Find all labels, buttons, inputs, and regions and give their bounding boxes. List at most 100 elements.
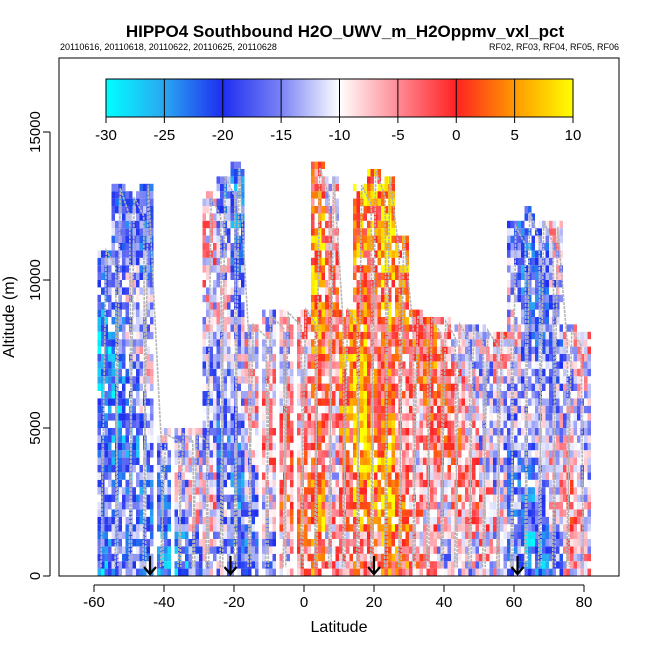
heatmap-cell	[524, 539, 528, 547]
heatmap-cell	[349, 391, 353, 399]
heatmap-cell	[269, 465, 273, 473]
heatmap-cell	[384, 213, 388, 221]
heatmap-cell	[125, 235, 129, 243]
heatmap-cell	[346, 435, 350, 443]
heatmap-cell	[111, 213, 115, 221]
heatmap-cell	[136, 442, 140, 451]
heatmap-cell	[500, 420, 504, 428]
heatmap-cell	[423, 450, 427, 458]
heatmap-cell	[111, 235, 115, 243]
heatmap-cell	[108, 472, 112, 480]
heatmap-cell	[370, 198, 374, 206]
heatmap-cell	[164, 553, 168, 562]
heatmap-cell	[160, 568, 164, 576]
heatmap-cell	[426, 368, 430, 377]
heatmap-cell	[290, 405, 294, 414]
heatmap-cell	[199, 546, 203, 554]
heatmap-cell	[216, 302, 220, 310]
heatmap-cell	[545, 442, 549, 451]
heatmap-cell	[157, 465, 161, 473]
heatmap-cell	[381, 413, 385, 421]
heatmap-cell	[549, 346, 553, 354]
heatmap-cell	[409, 413, 413, 421]
heatmap-cell	[472, 494, 476, 502]
heatmap-cell	[391, 450, 395, 458]
heatmap-cell	[381, 280, 385, 288]
heatmap-cell	[507, 287, 511, 295]
heatmap-cell	[136, 272, 140, 280]
heatmap-cell	[199, 457, 203, 465]
heatmap-cell	[290, 516, 294, 525]
heatmap-cell	[444, 516, 448, 525]
heatmap-cell	[314, 250, 318, 258]
heatmap-cell	[545, 553, 549, 562]
heatmap-cell	[570, 457, 574, 465]
heatmap-cell	[227, 450, 231, 458]
heatmap-cell	[122, 383, 126, 391]
heatmap-cell	[363, 368, 367, 377]
heatmap-cell	[514, 465, 518, 473]
heatmap-cell	[206, 206, 210, 214]
heatmap-cell	[531, 546, 535, 554]
heatmap-cell	[136, 479, 140, 488]
heatmap-cell	[269, 502, 273, 510]
heatmap-cell	[482, 553, 486, 562]
heatmap-cell	[472, 516, 476, 525]
heatmap-cell	[542, 442, 546, 451]
heatmap-cell	[230, 361, 234, 369]
heatmap-cell	[472, 553, 476, 562]
heatmap-cell	[188, 450, 192, 458]
heatmap-cell	[104, 354, 108, 362]
heatmap-cell	[164, 539, 168, 547]
heatmap-cell	[118, 398, 122, 406]
heatmap-cell	[451, 472, 455, 480]
heatmap-cell	[514, 354, 518, 362]
heatmap-cell	[542, 324, 546, 332]
heatmap-cell	[209, 442, 213, 451]
heatmap-cell	[346, 346, 350, 354]
heatmap-cell	[230, 169, 234, 177]
heatmap-cell	[374, 398, 378, 406]
heatmap-cell	[545, 294, 549, 303]
heatmap-cell	[339, 531, 343, 539]
heatmap-cell	[535, 457, 539, 465]
heatmap-cell	[472, 472, 476, 480]
heatmap-cell	[542, 287, 546, 295]
heatmap-cell	[122, 391, 126, 399]
heatmap-cell	[251, 398, 255, 406]
heatmap-cell	[178, 472, 182, 480]
heatmap-cell	[174, 524, 178, 532]
heatmap-cell	[202, 206, 206, 214]
heatmap-cell	[311, 243, 315, 251]
heatmap-cell	[216, 516, 220, 525]
heatmap-cell	[220, 568, 224, 576]
heatmap-cell	[325, 465, 329, 473]
heatmap-cell	[335, 257, 339, 266]
heatmap-cell	[538, 250, 542, 258]
heatmap-cell	[157, 561, 161, 569]
heatmap-cell	[461, 383, 465, 391]
heatmap-cell	[328, 346, 332, 354]
heatmap-cell	[377, 220, 381, 229]
heatmap-cell	[370, 191, 374, 199]
heatmap-cell	[290, 391, 294, 399]
heatmap-cell	[374, 420, 378, 428]
heatmap-cell	[111, 198, 115, 206]
heatmap-cell	[493, 546, 497, 554]
heatmap-cell	[269, 450, 273, 458]
heatmap-cell	[230, 413, 234, 421]
heatmap-cell	[202, 561, 206, 569]
heatmap-cell	[395, 265, 399, 273]
heatmap-cell	[535, 294, 539, 303]
heatmap-cell	[563, 487, 567, 495]
heatmap-cell	[584, 568, 588, 576]
heatmap-cell	[514, 294, 518, 303]
heatmap-cell	[391, 235, 395, 243]
heatmap-cell	[451, 383, 455, 391]
heatmap-cell	[213, 413, 217, 421]
heatmap-cell	[475, 413, 479, 421]
heatmap-cell	[377, 317, 381, 325]
heatmap-cell	[552, 472, 556, 480]
heatmap-cell	[269, 568, 273, 576]
heatmap-cell	[531, 287, 535, 295]
